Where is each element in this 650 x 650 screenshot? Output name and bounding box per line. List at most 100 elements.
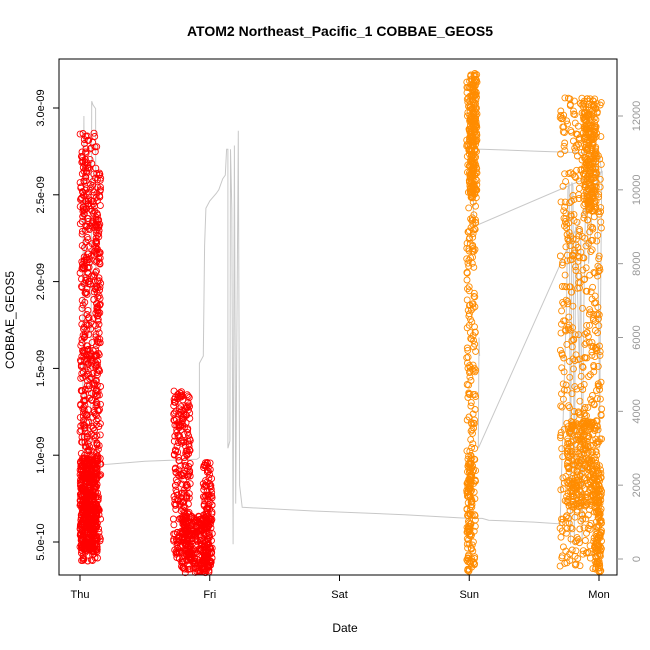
data-point-red — [97, 183, 104, 191]
data-point-orange — [473, 181, 481, 189]
data-point-orange — [465, 536, 473, 544]
data-point-red — [94, 349, 102, 357]
data-point-red — [170, 387, 178, 395]
data-point-orange — [581, 234, 589, 242]
data-point-red — [207, 558, 215, 566]
data-point-orange — [472, 477, 479, 485]
data-point-orange — [574, 555, 582, 562]
data-point-orange — [584, 448, 592, 456]
data-point-orange — [468, 464, 476, 472]
data-point-orange — [472, 366, 480, 374]
data-point-orange — [560, 111, 568, 119]
data-point-orange — [575, 232, 583, 240]
data-point-red — [93, 432, 101, 440]
data-point-orange — [589, 225, 597, 233]
data-point-red — [178, 480, 186, 488]
data-point-orange — [561, 147, 569, 155]
data-point-orange — [578, 427, 586, 434]
data-point-red — [84, 215, 92, 223]
data-point-red — [97, 400, 104, 408]
data-point-orange — [562, 296, 570, 304]
data-point-red — [93, 220, 101, 228]
data-point-orange — [558, 519, 566, 526]
data-point-orange — [583, 328, 591, 336]
data-point-red — [94, 325, 102, 333]
data-point-orange — [590, 363, 598, 371]
data-point-red — [86, 375, 94, 383]
data-point-red — [80, 206, 87, 213]
data-point-orange — [573, 166, 581, 174]
data-point-red — [85, 242, 93, 250]
data-point-orange — [467, 459, 475, 467]
data-point-orange — [588, 338, 596, 346]
data-point-orange — [580, 254, 588, 262]
data-point-orange — [568, 390, 576, 398]
data-point-orange — [576, 437, 584, 445]
data-point-orange — [592, 447, 600, 455]
data-point-orange — [576, 227, 584, 235]
data-point-orange — [562, 381, 570, 389]
data-point-orange — [562, 178, 570, 186]
data-point-red — [205, 500, 213, 508]
data-point-red — [84, 447, 92, 455]
data-point-orange — [470, 211, 478, 219]
data-point-red — [184, 392, 192, 400]
data-point-orange — [574, 140, 582, 148]
data-point-red — [85, 136, 93, 144]
data-point-orange — [467, 436, 475, 444]
data-point-orange — [580, 276, 588, 284]
data-point-orange — [581, 330, 589, 338]
data-point-red — [179, 396, 187, 404]
data-point-red — [96, 220, 104, 228]
data-point-red — [170, 437, 178, 445]
data-point-orange — [559, 298, 567, 306]
data-point-orange — [466, 391, 473, 398]
data-point-orange — [588, 246, 596, 254]
data-point-orange — [580, 214, 588, 222]
data-point-orange — [592, 299, 600, 307]
data-point-red — [77, 422, 85, 430]
data-point-orange — [557, 329, 565, 337]
data-point-orange — [472, 393, 480, 400]
data-point-orange — [582, 549, 590, 557]
data-point-orange — [563, 478, 571, 486]
data-point-orange — [565, 457, 572, 465]
data-point-red — [96, 367, 104, 375]
data-point-red — [84, 469, 92, 477]
data-point-orange — [562, 529, 570, 537]
data-point-red — [84, 236, 92, 244]
data-point-red — [78, 457, 86, 465]
data-point-red — [96, 202, 104, 210]
data-point-red — [94, 358, 102, 366]
data-point-orange — [576, 284, 583, 292]
data-point-orange — [575, 184, 583, 192]
data-point-red — [206, 466, 214, 473]
data-point-orange — [595, 311, 603, 319]
data-point-orange — [586, 463, 594, 471]
data-point-orange — [593, 451, 601, 459]
data-point-orange — [565, 519, 573, 527]
data-point-orange — [563, 443, 571, 451]
data-point-orange — [572, 421, 580, 429]
data-point-red — [87, 353, 95, 361]
data-point-orange — [583, 146, 591, 154]
data-point-orange — [469, 230, 477, 238]
data-point-orange — [592, 147, 600, 155]
data-point-orange — [572, 263, 579, 271]
data-point-orange — [563, 283, 570, 291]
data-point-red — [183, 514, 191, 522]
data-point-orange — [463, 344, 471, 352]
data-point-orange — [576, 397, 584, 405]
data-point-orange — [583, 529, 590, 537]
data-point-red — [207, 481, 215, 489]
data-point-red — [186, 446, 194, 454]
data-point-orange — [472, 119, 480, 127]
data-point-orange — [559, 395, 567, 403]
data-point-red — [97, 460, 105, 468]
data-point-orange — [561, 94, 569, 102]
data-point-red — [82, 256, 90, 264]
data-point-orange — [566, 326, 574, 334]
data-point-red — [184, 425, 192, 433]
data-point-orange — [590, 268, 598, 276]
data-point-orange — [556, 252, 564, 260]
